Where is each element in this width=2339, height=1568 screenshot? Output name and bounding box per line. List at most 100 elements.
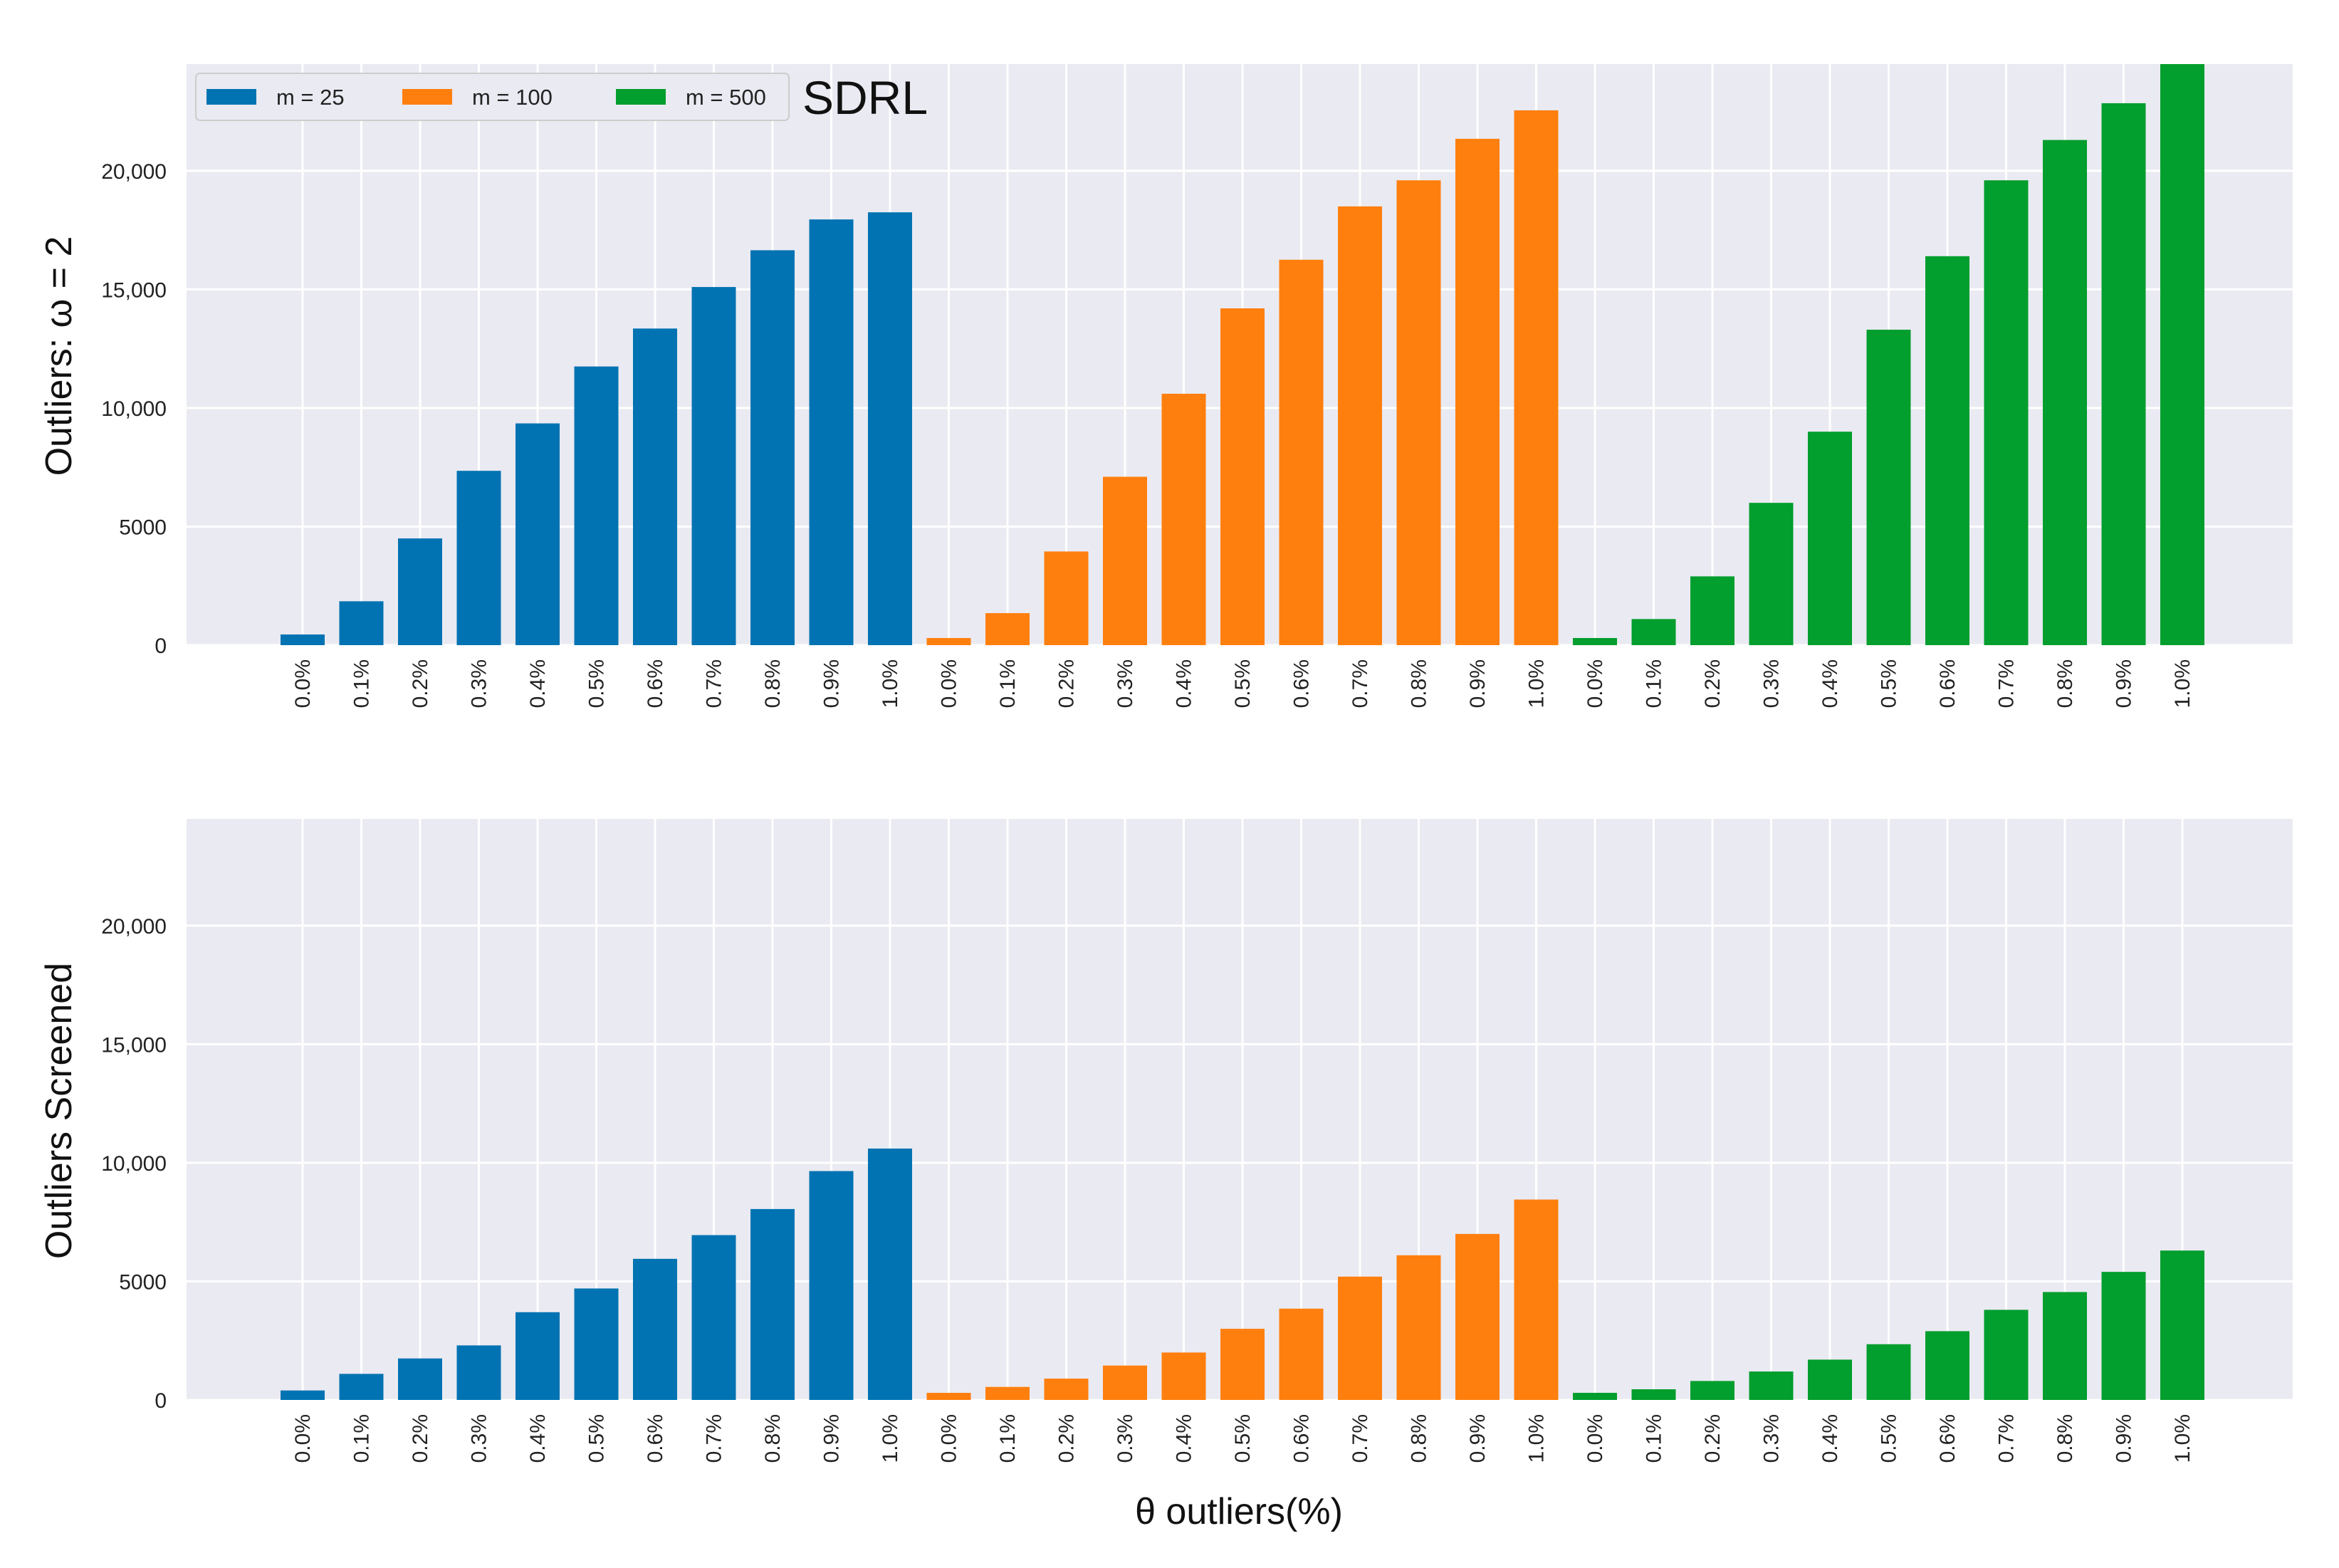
legend-frame bbox=[195, 73, 790, 121]
top-panel-outliers-omega-2: 0 5000 10,000 15,000 20,000 0.0% 0.1% 0.2% 0.3% 0… bbox=[38, 64, 2293, 708]
bar-m500-1.0% bbox=[2160, 1250, 2204, 1400]
x-tick-label: 0.0% bbox=[291, 659, 315, 708]
bar-m500-0.1% bbox=[1631, 1389, 1676, 1400]
x-tick-label: 0.1% bbox=[1643, 1414, 1666, 1463]
x-tick-label: 0.5% bbox=[585, 659, 609, 708]
bar-m25-0.9% bbox=[809, 1171, 854, 1400]
bar-m100-0.7% bbox=[1338, 1276, 1382, 1400]
x-tick-label: 0.5% bbox=[1878, 1414, 1901, 1463]
x-tick-label: 0.5% bbox=[1231, 659, 1255, 708]
bar-m500-0.3% bbox=[1749, 503, 1794, 645]
bar-m500-0.8% bbox=[2043, 1292, 2087, 1400]
bar-m500-0.5% bbox=[1866, 1344, 1911, 1400]
bar-m100-0.9% bbox=[1455, 1233, 1500, 1400]
x-tick-label: 0.8% bbox=[761, 1414, 785, 1463]
bar-m25-0.2% bbox=[398, 1358, 442, 1400]
x-tick-label: 0.2% bbox=[1701, 659, 1725, 708]
bar-m500-0.9% bbox=[2101, 1272, 2146, 1400]
legend-swatch bbox=[206, 89, 256, 105]
bar-m25-0.4% bbox=[516, 1312, 560, 1400]
bar-m500-0.5% bbox=[1866, 330, 1911, 645]
y-tick-label: 10,000 bbox=[101, 1152, 167, 1176]
bar-m100-0.5% bbox=[1220, 308, 1265, 645]
x-tick-label: 0.9% bbox=[2113, 1414, 2136, 1463]
x-tick-label: 0.2% bbox=[409, 659, 432, 708]
x-tick-label: 0.5% bbox=[1231, 1414, 1255, 1463]
bar-m100-0.3% bbox=[1103, 476, 1147, 645]
y-tick-label: 15,000 bbox=[101, 278, 167, 302]
x-tick-label: 0.6% bbox=[1936, 659, 1959, 708]
x-tick-label: 0.4% bbox=[1173, 1414, 1196, 1463]
x-tick-label: 0.8% bbox=[761, 659, 785, 708]
bar-m500-0.1% bbox=[1631, 619, 1676, 645]
x-tick-label: 0.2% bbox=[1701, 1414, 1725, 1463]
x-tick-label: 0.4% bbox=[1819, 659, 1842, 708]
x-tick-label: 0.9% bbox=[820, 659, 844, 708]
x-tick-label: 0.3% bbox=[1114, 1414, 1137, 1463]
bar-m500-0.0% bbox=[1573, 1393, 1617, 1400]
bar-m100-0.7% bbox=[1338, 206, 1382, 645]
y-axis-title: Outliers Screened bbox=[38, 963, 80, 1259]
bar-m25-0.3% bbox=[456, 1345, 501, 1400]
bar-m100-0.9% bbox=[1455, 138, 1500, 645]
bar-m100-0.8% bbox=[1396, 180, 1441, 645]
bar-m25-0.4% bbox=[516, 423, 560, 645]
x-tick-label: 0.1% bbox=[350, 659, 374, 708]
bar-m25-0.7% bbox=[691, 287, 736, 645]
x-tick-label: 0.0% bbox=[1584, 659, 1607, 708]
x-tick-label: 0.1% bbox=[996, 659, 1020, 708]
x-tick-label: 0.7% bbox=[1349, 659, 1372, 708]
y-tick-label: 20,000 bbox=[101, 160, 167, 184]
bar-m500-0.7% bbox=[1984, 180, 2029, 645]
legend-label: m = 500 bbox=[686, 85, 766, 110]
x-tick-label: 0.2% bbox=[1055, 1414, 1079, 1463]
bar-m500-0.0% bbox=[1573, 638, 1617, 645]
bar-m25-0.6% bbox=[633, 1258, 677, 1400]
y-axis-title: Outliers: ω = 2 bbox=[38, 236, 80, 476]
x-tick-label: 0.0% bbox=[938, 659, 961, 708]
y-tick-label: 5000 bbox=[119, 516, 167, 539]
bar-m500-0.8% bbox=[2043, 140, 2087, 645]
x-tick-label: 0.7% bbox=[1995, 659, 2019, 708]
x-tick-label: 0.7% bbox=[1995, 1414, 2019, 1463]
legend-swatch bbox=[616, 89, 666, 105]
x-tick-label: 0.6% bbox=[1290, 659, 1314, 708]
bar-m25-0.8% bbox=[750, 250, 795, 645]
x-tick-label: 0.3% bbox=[1760, 1414, 1784, 1463]
bar-m100-0.2% bbox=[1044, 551, 1089, 645]
bar-m100-1.0% bbox=[1514, 110, 1559, 645]
x-tick-label: 0.1% bbox=[1643, 659, 1666, 708]
bar-m25-0.1% bbox=[339, 1374, 384, 1400]
bar-m500-1.0% bbox=[2160, 64, 2204, 645]
bar-m100-0.0% bbox=[926, 1393, 971, 1400]
x-tick-label: 1.0% bbox=[1525, 659, 1549, 708]
x-tick-label: 0.8% bbox=[2053, 1414, 2077, 1463]
y-tick-label: 15,000 bbox=[101, 1033, 167, 1057]
x-tick-label: 1.0% bbox=[879, 1414, 902, 1463]
x-tick-label: 0.5% bbox=[585, 1414, 609, 1463]
x-tick-label: 0.8% bbox=[1408, 1414, 1431, 1463]
x-tick-label: 0.2% bbox=[409, 1414, 432, 1463]
x-tick-label: 0.9% bbox=[1466, 659, 1490, 708]
bar-m500-0.6% bbox=[1925, 1331, 1969, 1400]
legend-label: m = 25 bbox=[276, 85, 345, 110]
bar-m25-0.5% bbox=[574, 366, 619, 645]
y-tick-label: 5000 bbox=[119, 1270, 167, 1294]
bar-m100-0.5% bbox=[1220, 1329, 1265, 1400]
x-tick-label: 1.0% bbox=[2171, 1414, 2194, 1463]
x-tick-label: 0.1% bbox=[996, 1414, 1020, 1463]
x-tick-label: 0.0% bbox=[291, 1414, 315, 1463]
x-tick-label: 0.4% bbox=[526, 659, 550, 708]
x-tick-label: 0.4% bbox=[526, 1414, 550, 1463]
bar-m25-0.6% bbox=[633, 328, 677, 645]
x-tick-label: 1.0% bbox=[879, 659, 902, 708]
x-tick-label: 0.9% bbox=[820, 1414, 844, 1463]
y-tick-label: 20,000 bbox=[101, 915, 167, 939]
x-tick-label: 0.4% bbox=[1173, 659, 1196, 708]
bar-m25-0.5% bbox=[574, 1288, 619, 1400]
bar-m100-0.1% bbox=[985, 1386, 1030, 1400]
bar-m100-0.4% bbox=[1161, 1352, 1206, 1400]
bar-m500-0.4% bbox=[1808, 432, 1852, 645]
x-tick-label: 0.8% bbox=[1408, 659, 1431, 708]
